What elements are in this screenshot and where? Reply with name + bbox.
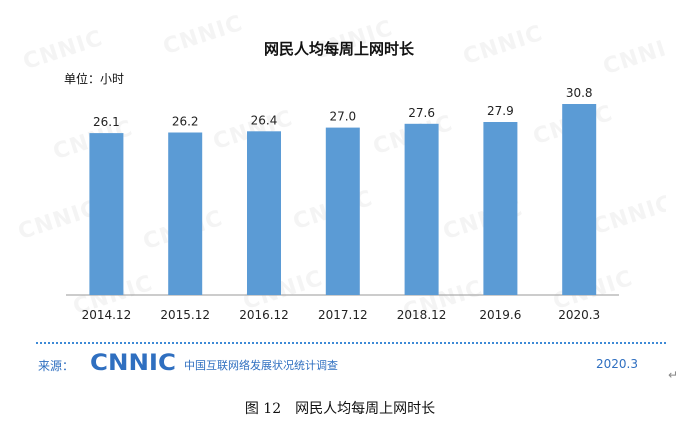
bar-2020.3: [562, 104, 597, 295]
org-name: 中国互联网络发展状况统计调查: [184, 359, 338, 372]
source-label: 来源：: [38, 359, 75, 373]
return-arrow-icon: ↵: [668, 368, 679, 382]
data-label-2014.12: 26.1: [93, 115, 120, 129]
unit-label: 单位：小时: [64, 72, 125, 86]
bar-2017.12: [325, 127, 360, 295]
cnnic-logo-text: CNNIC: [90, 351, 176, 375]
data-label-2018.12: 27.6: [408, 106, 435, 120]
footer-divider: [36, 342, 666, 344]
data-label-2017.12: 27.0: [329, 110, 356, 124]
x-tick-label-2018.12: 2018.12: [397, 308, 447, 322]
data-label-2015.12: 26.2: [172, 115, 199, 129]
bar-2015.12: [168, 132, 203, 295]
x-tick-label-2019.6: 2019.6: [479, 308, 521, 322]
x-tick-label-2016.12: 2016.12: [239, 308, 289, 322]
figure-title: 网民人均每周上网时长: [295, 401, 436, 417]
x-tick-label-2017.12: 2017.12: [318, 308, 368, 322]
x-tick-label-2015.12: 2015.12: [160, 308, 210, 322]
chart-panel: CNNIC CNNIC CNNIC CNNIC CNNIC CNNIC CNNIC CNNIC…: [12, 8, 678, 382]
data-label-2016.12: 26.4: [251, 113, 278, 127]
cnnic-logo: CNNIC: [90, 351, 176, 375]
figure-number: 图 12: [244, 401, 282, 417]
footer-date: 2020.3: [596, 357, 638, 371]
bar-2014.12: [89, 133, 124, 295]
bar-2016.12: [247, 131, 281, 295]
data-label-2019.6: 27.9: [487, 104, 514, 118]
bar-chart: 26.1 2014.12 26.2 2015.12 26.4 2016.12 27.0 201…: [66, 86, 619, 322]
data-label-2020.3: 30.8: [566, 86, 593, 100]
bar-2018.12: [404, 123, 439, 295]
x-tick-label-2020.3: 2020.3: [558, 308, 600, 322]
chart-title: 网民人均每周上网时长: [263, 40, 414, 58]
x-tick-label-2014.12: 2014.12: [82, 308, 132, 322]
bar-2019.6: [483, 122, 518, 295]
figure-caption: 图 12 网民人均每周上网时长: [0, 398, 680, 418]
